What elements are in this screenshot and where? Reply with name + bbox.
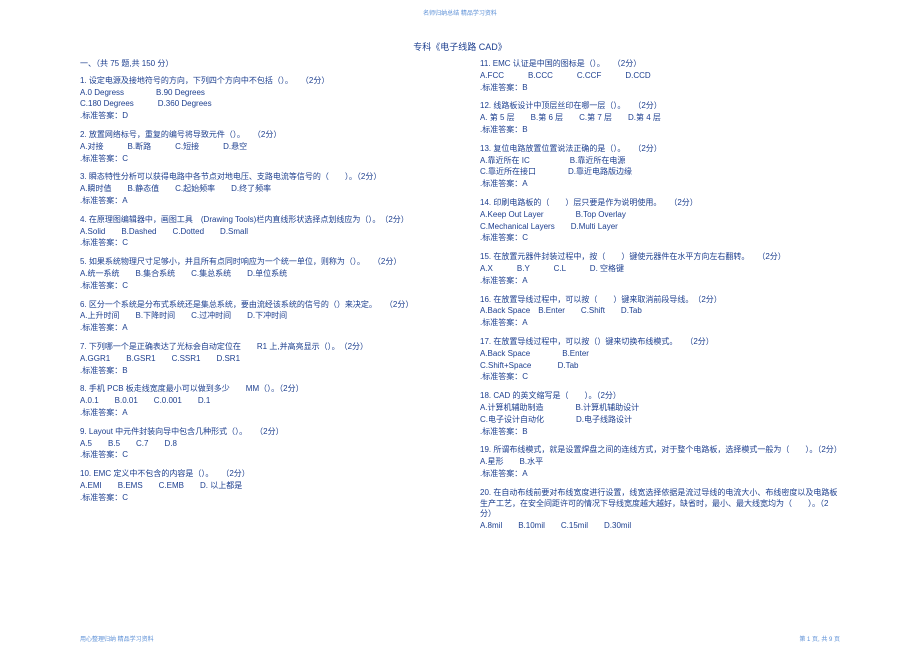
question-text: 2. 放置网络标号，重复的编号将导致元件（）。 （2分） — [80, 130, 440, 141]
question-options: A.0.1 B.0.01 C.0.001 D.1 — [80, 396, 440, 407]
question-answer: .标准答案：A — [80, 196, 440, 207]
question-text: 20. 在自动布线前要对布线宽度进行设置，线宽选择依据是流过导线的电流大小、布线… — [480, 488, 840, 520]
question-answer: .标准答案：B — [480, 427, 840, 438]
question-options: C.180 Degrees D.360 Degrees — [80, 99, 440, 110]
question-answer: .标准答案：A — [80, 408, 440, 419]
question-options: A.Back Space B.Enter — [480, 349, 840, 360]
footer-right: 第 1 页, 共 9 页 — [799, 634, 840, 643]
question-block: 2. 放置网络标号，重复的编号将导致元件（）。 （2分） A.对接 B.断路 C… — [80, 130, 440, 164]
question-text: 7. 下列哪一个是正确表达了光标会自动定位在 R1 上,并高亮显示（）。 （2分… — [80, 342, 440, 353]
question-answer: .标准答案：A — [480, 276, 840, 287]
question-text: 9. Layout 中元件封装向导中包含几种形式（）。 （2分） — [80, 427, 440, 438]
question-block: 6. 区分一个系统是分布式系统还是集总系统，要由流经该系统的信号的（）来决定。 … — [80, 300, 440, 334]
question-options: C.电子设计自动化 D.电子线路设计 — [480, 415, 840, 426]
question-block: 8. 手机 PCB 板走线宽度最小可以做到多少 MM（）。（2分） A.0.1 … — [80, 384, 440, 418]
question-answer: .标准答案：A — [480, 318, 840, 329]
section-header: 一、（共 75 题,共 150 分） — [80, 59, 440, 70]
document-title: 专科《电子线路 CAD》 — [80, 40, 840, 53]
question-options: A.对接 B.断路 C.短接 D.悬空 — [80, 142, 440, 153]
question-answer: .标准答案：A — [480, 179, 840, 190]
question-text: 3. 瞬态特性分析可以获得电路中各节点对地电压、支路电流等信号的（ ）。（2分） — [80, 172, 440, 183]
question-block: 10. EMC 定义中不包含的内容是（）。 （2分） A.EMI B.EMS C… — [80, 469, 440, 503]
question-block: 7. 下列哪一个是正确表达了光标会自动定位在 R1 上,并高亮显示（）。 （2分… — [80, 342, 440, 376]
question-options: A.靠近所在 IC B.靠近所在电源 — [480, 156, 840, 167]
question-block: 13. 复位电路放置位置说法正确的是（）。 （2分） A.靠近所在 IC B.靠… — [480, 144, 840, 190]
question-answer: .标准答案：C — [480, 372, 840, 383]
question-text: 18. CAD 的英文缩写是（ ）。（2分） — [480, 391, 840, 402]
question-options: A.EMI B.EMS C.EMB D. 以上都是 — [80, 481, 440, 492]
question-block: 4. 在原理图编辑器中，画图工具 (Drawing Tools)栏内直线形状选择… — [80, 215, 440, 249]
question-block: 9. Layout 中元件封装向导中包含几种形式（）。 （2分） A.5 B.5… — [80, 427, 440, 461]
question-text: 14. 印刷电路板的（ ）层只要是作为说明使用。 （2分） — [480, 198, 840, 209]
question-text: 1. 设定电源及接地符号的方向，下列四个方向中不包括（）。 （2分） — [80, 76, 440, 87]
question-text: 4. 在原理图编辑器中，画图工具 (Drawing Tools)栏内直线形状选择… — [80, 215, 440, 226]
question-text: 8. 手机 PCB 板走线宽度最小可以做到多少 MM（）。（2分） — [80, 384, 440, 395]
header-watermark: 名师归纳总结 精品学习资料 — [423, 8, 497, 17]
question-answer: .标准答案：C — [80, 450, 440, 461]
question-options: A.Back Space B.Enter C.Shift D.Tab — [480, 306, 840, 317]
question-options: A.8mil B.10mil C.15mil D.30mil — [480, 521, 840, 532]
question-text: 11. EMC 认证是中国的图标是（）。 （2分） — [480, 59, 840, 70]
question-options: A.5 B.5 C.7 D.8 — [80, 439, 440, 450]
question-options: A.计算机辅助制造 B.计算机辅助设计 — [480, 403, 840, 414]
question-text: 13. 复位电路放置位置说法正确的是（）。 （2分） — [480, 144, 840, 155]
question-block: 11. EMC 认证是中国的图标是（）。 （2分） A.FCC B.CCC C.… — [480, 59, 840, 93]
question-answer: .标准答案：B — [480, 83, 840, 94]
question-block: 15. 在放置元器件封装过程中，按（ ）键使元器件在水平方向左右翻转。 （2分）… — [480, 252, 840, 286]
question-block: 12. 线路板设计中顶层丝印在哪一层（）。 （2分） A. 第 5 层 B.第 … — [480, 101, 840, 135]
question-block: 18. CAD 的英文缩写是（ ）。（2分） A.计算机辅助制造 B.计算机辅助… — [480, 391, 840, 437]
question-answer: .标准答案：A — [480, 469, 840, 480]
question-options: A.0 Degress B.90 Degrees — [80, 88, 440, 99]
question-block: 20. 在自动布线前要对布线宽度进行设置，线宽选择依据是流过导线的电流大小、布线… — [480, 488, 840, 532]
question-text: 5. 如果系统物理尺寸足够小，并且所有点同时响应为一个统一单位，则称为（）。 （… — [80, 257, 440, 268]
question-block: 16. 在放置导线过程中，可以按（ ）键来取消前段导线。 （2分） A.Back… — [480, 295, 840, 329]
question-block: 19. 所谓布线模式，就是设置焊盘之间的连线方式，对于整个电路板，选择模式一般为… — [480, 445, 840, 479]
question-answer: .标准答案：C — [80, 281, 440, 292]
question-options: C.靠近所在接口 D.靠近电路版边缘 — [480, 167, 840, 178]
question-block: 3. 瞬态特性分析可以获得电路中各节点对地电压、支路电流等信号的（ ）。（2分）… — [80, 172, 440, 206]
question-answer: .标准答案：C — [80, 238, 440, 249]
question-options: C.Shift+Space D.Tab — [480, 361, 840, 372]
question-text: 17. 在放置导线过程中，可以按（）键来切换布线模式。 （2分） — [480, 337, 840, 348]
question-answer: .标准答案：A — [80, 323, 440, 334]
question-text: 12. 线路板设计中顶层丝印在哪一层（）。 （2分） — [480, 101, 840, 112]
right-column: 11. EMC 认证是中国的图标是（）。 （2分） A.FCC B.CCC C.… — [480, 59, 840, 540]
question-block: 1. 设定电源及接地符号的方向，下列四个方向中不包括（）。 （2分） A.0 D… — [80, 76, 440, 122]
question-options: A.星形 B.水平 — [480, 457, 840, 468]
question-text: 10. EMC 定义中不包含的内容是（）。 （2分） — [80, 469, 440, 480]
question-options: A.上升时间 B.下降时间 C.过冲时间 D.下冲时间 — [80, 311, 440, 322]
content-columns: 一、（共 75 题,共 150 分） 1. 设定电源及接地符号的方向，下列四个方… — [80, 59, 840, 540]
question-block: 17. 在放置导线过程中，可以按（）键来切换布线模式。 （2分） A.Back … — [480, 337, 840, 383]
question-block: 14. 印刷电路板的（ ）层只要是作为说明使用。 （2分） A.Keep Out… — [480, 198, 840, 244]
question-block: 5. 如果系统物理尺寸足够小，并且所有点同时响应为一个统一单位，则称为（）。 （… — [80, 257, 440, 291]
question-answer: .标准答案：C — [80, 154, 440, 165]
question-answer: .标准答案：D — [80, 111, 440, 122]
question-text: 19. 所谓布线模式，就是设置焊盘之间的连线方式，对于整个电路板，选择模式一般为… — [480, 445, 840, 456]
question-text: 6. 区分一个系统是分布式系统还是集总系统，要由流经该系统的信号的（）来决定。 … — [80, 300, 440, 311]
question-answer: .标准答案：C — [480, 233, 840, 244]
question-text: 16. 在放置导线过程中，可以按（ ）键来取消前段导线。 （2分） — [480, 295, 840, 306]
question-options: A.Solid B.Dashed C.Dotted D.Small — [80, 227, 440, 238]
question-options: A.统一系统 B.集合系统 C.集总系统 D.单位系统 — [80, 269, 440, 280]
question-options: A.X B.Y C.L D. 空格键 — [480, 264, 840, 275]
question-answer: .标准答案：B — [480, 125, 840, 136]
question-text: 15. 在放置元器件封装过程中，按（ ）键使元器件在水平方向左右翻转。 （2分） — [480, 252, 840, 263]
question-answer: .标准答案：C — [80, 493, 440, 504]
question-options: A.FCC B.CCC C.CCF D.CCD — [480, 71, 840, 82]
question-answer: .标准答案：B — [80, 366, 440, 377]
left-column: 一、（共 75 题,共 150 分） 1. 设定电源及接地符号的方向，下列四个方… — [80, 59, 440, 540]
question-options: A.GGR1 B.GSR1 C.SSR1 D.SR1 — [80, 354, 440, 365]
question-options: C.Mechanical Layers D.Multi Layer — [480, 222, 840, 233]
question-options: A.瞬时值 B.静态值 C.起始频率 D.终了频率 — [80, 184, 440, 195]
footer-left: 用心整理归纳 精品学习资料 — [80, 634, 154, 643]
question-options: A.Keep Out Layer B.Top Overlay — [480, 210, 840, 221]
question-options: A. 第 5 层 B.第 6 层 C.第 7 层 D.第 4 层 — [480, 113, 840, 124]
